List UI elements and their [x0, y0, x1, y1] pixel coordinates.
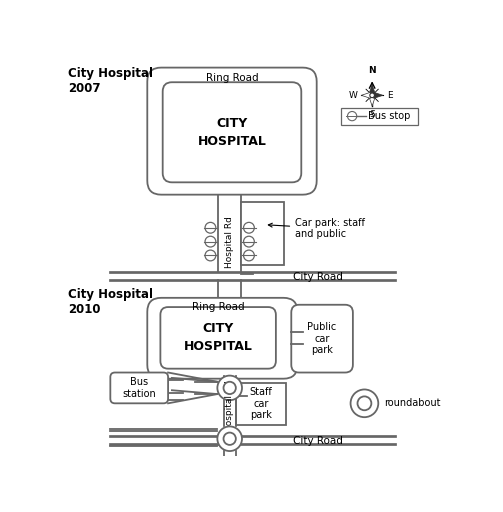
Bar: [241, 202, 284, 266]
Circle shape: [243, 222, 255, 233]
Circle shape: [223, 382, 236, 394]
Circle shape: [370, 93, 374, 98]
Polygon shape: [374, 92, 383, 98]
Circle shape: [205, 250, 216, 261]
Circle shape: [217, 376, 242, 400]
Circle shape: [351, 390, 378, 417]
Polygon shape: [369, 97, 375, 106]
Circle shape: [205, 236, 216, 247]
Bar: [236, 382, 286, 425]
Text: Staff
car
park: Staff car park: [249, 387, 272, 420]
Circle shape: [243, 250, 255, 261]
Text: Public
car
park: Public car park: [307, 322, 337, 355]
FancyBboxPatch shape: [291, 305, 353, 373]
Circle shape: [358, 396, 371, 410]
Circle shape: [243, 236, 255, 247]
FancyBboxPatch shape: [147, 68, 317, 195]
Circle shape: [217, 426, 242, 451]
Text: N: N: [368, 66, 376, 75]
Text: Ring Road: Ring Road: [192, 302, 244, 312]
Text: City Hospital
2010: City Hospital 2010: [68, 288, 153, 316]
Text: City Road: City Road: [293, 436, 343, 446]
Polygon shape: [369, 84, 375, 94]
Text: CITY
HOSPITAL: CITY HOSPITAL: [198, 117, 267, 148]
FancyBboxPatch shape: [147, 298, 297, 379]
Text: CITY
HOSPITAL: CITY HOSPITAL: [184, 323, 253, 353]
Polygon shape: [361, 92, 371, 98]
Text: Ring Road: Ring Road: [206, 73, 259, 83]
Circle shape: [205, 222, 216, 233]
Circle shape: [348, 112, 357, 121]
Text: Hospital Rd: Hospital Rd: [225, 216, 234, 268]
FancyBboxPatch shape: [162, 82, 301, 182]
FancyBboxPatch shape: [160, 307, 276, 369]
Text: roundabout: roundabout: [384, 398, 440, 409]
Text: E: E: [387, 91, 392, 100]
Bar: [342, 108, 418, 124]
Text: S: S: [369, 110, 375, 119]
Text: Bus
station: Bus station: [122, 377, 156, 399]
Text: W: W: [349, 91, 358, 100]
Text: City Hospital
2007: City Hospital 2007: [68, 67, 153, 95]
Text: Bus stop: Bus stop: [368, 111, 410, 121]
FancyBboxPatch shape: [110, 373, 168, 403]
Circle shape: [223, 433, 236, 445]
Text: City Road: City Road: [293, 272, 343, 282]
Text: Car park: staff
and public: Car park: staff and public: [268, 218, 365, 239]
Text: Hospital Rd: Hospital Rd: [225, 380, 234, 432]
